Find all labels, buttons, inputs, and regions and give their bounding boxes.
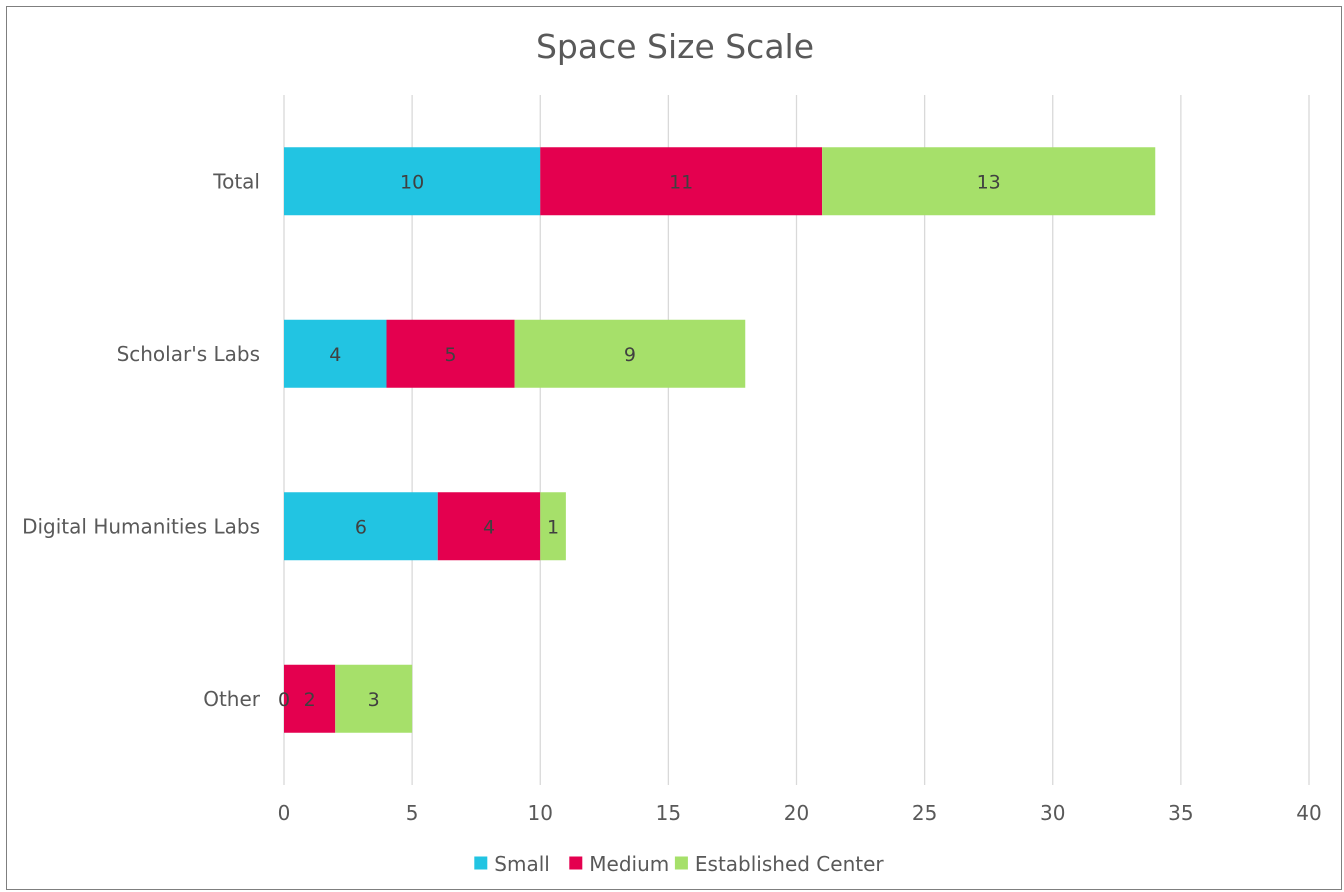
x-tick-label: 20 [784, 801, 809, 825]
bar-segment [822, 147, 1156, 216]
bar-segment [540, 147, 823, 216]
data-label: 9 [624, 344, 636, 366]
x-tick-label: 5 [406, 801, 419, 825]
bar-segment [514, 319, 746, 388]
legend-swatch [569, 856, 583, 870]
legend-item: Medium [569, 852, 669, 876]
data-label: 4 [329, 344, 341, 366]
data-label: 5 [445, 344, 457, 366]
x-tick-label: 25 [912, 801, 937, 825]
x-tick-labels: 0 5 10 15 20 25 30 35 40 [278, 801, 1322, 825]
x-tick-label: 35 [1168, 801, 1193, 825]
category-label: Other [203, 687, 261, 711]
data-label: 6 [355, 516, 367, 538]
data-label: 4 [483, 516, 495, 538]
bar-segment [284, 319, 387, 388]
category-label: Scholar's Labs [117, 342, 260, 366]
bar-segment [284, 664, 336, 733]
data-label: 2 [304, 689, 316, 711]
legend: Small Medium Established Center [474, 852, 884, 876]
bar-segment [540, 492, 566, 561]
x-tick-label: 0 [278, 801, 291, 825]
data-label: 1 [547, 516, 559, 538]
x-tick-label: 15 [656, 801, 681, 825]
category-labels: Total Scholar's Labs Digital Humanities La… [22, 169, 261, 711]
legend-item: Established Center [674, 852, 885, 876]
legend-swatch [674, 856, 688, 870]
x-tick-label: 40 [1296, 801, 1321, 825]
data-label: 3 [368, 689, 380, 711]
bar-segment [335, 664, 413, 733]
data-labels: 10 11 134 5 96 4 10 2 3 [278, 171, 1001, 711]
data-label: 0 [278, 689, 290, 711]
bar-segment [386, 319, 515, 388]
category-label: Total [212, 169, 260, 193]
bar-segment [437, 492, 541, 561]
legend-swatch [474, 856, 488, 870]
data-label: 10 [400, 171, 424, 193]
chart-title: Space Size Scale [536, 27, 814, 66]
data-label: 11 [669, 171, 693, 193]
bar-segment [284, 492, 438, 561]
x-tick-label: 30 [1040, 801, 1065, 825]
bar-segment [284, 147, 541, 216]
legend-item: Small [474, 852, 550, 876]
legend-label: Small [494, 852, 550, 876]
x-tick-label: 10 [528, 801, 553, 825]
legend-label: Established Center [695, 852, 885, 876]
data-label: 13 [977, 171, 1001, 193]
category-label: Digital Humanities Labs [22, 514, 260, 538]
bars [284, 147, 1156, 733]
legend-label: Medium [589, 852, 669, 876]
